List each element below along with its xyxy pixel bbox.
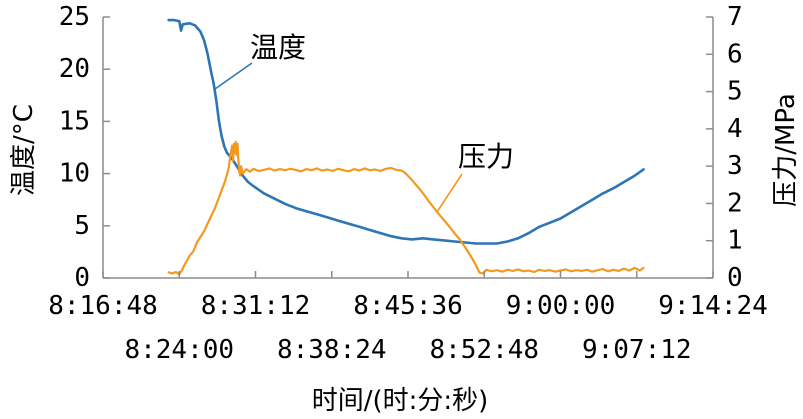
left-y-axis-title: 温度/°C xyxy=(9,104,39,196)
temperature-line xyxy=(167,18,645,245)
x-tick-label: 8:16:48 xyxy=(48,291,158,321)
x-tick-label: 9:00:00 xyxy=(506,291,616,321)
left-y-tick-label: 25 xyxy=(59,2,90,32)
x-tick-label: 8:24:00 xyxy=(124,335,234,365)
left-y-tick-label: 15 xyxy=(59,106,90,136)
x-tick-label: 9:14:24 xyxy=(658,291,768,321)
left-y-tick-label: 0 xyxy=(74,263,90,293)
x-tick-label: 8:38:24 xyxy=(277,335,387,365)
x-tick-label: 8:31:12 xyxy=(201,291,311,321)
right-y-tick-label: 2 xyxy=(727,188,743,218)
right-y-tick-label: 0 xyxy=(727,263,743,293)
plot-area xyxy=(167,18,645,276)
x-tick-label: 8:45:36 xyxy=(353,291,463,321)
pressure-annotation-label: 压力 xyxy=(458,140,514,173)
left-y-tick-label: 5 xyxy=(74,211,90,241)
right-y-tick-label: 1 xyxy=(727,226,743,256)
right-y-tick-label: 6 xyxy=(727,39,743,69)
x-tick-label: 9:07:12 xyxy=(582,335,692,365)
temperature-annotation-leader xyxy=(214,62,253,90)
right-y-tick-label: 3 xyxy=(727,151,743,181)
left-y-tick-label: 10 xyxy=(59,159,90,189)
left-y-tick-label: 20 xyxy=(59,54,90,84)
right-y-tick-label: 7 xyxy=(727,2,743,32)
tick-group: 0 5 10 15 20 25 0 1 2 3 4 5 6 7 8:16:48 8:24:00 8:31:12 8… xyxy=(48,2,768,365)
right-y-axis-title: 压力/MPa xyxy=(771,93,801,207)
x-tick-label: 8:52:48 xyxy=(429,335,539,365)
temperature-annotation-label: 温度 xyxy=(250,31,306,64)
right-y-tick-label: 5 xyxy=(727,77,743,107)
x-axis-title: 时间/(时:分:秒) xyxy=(312,386,489,416)
pressure-annotation-leader xyxy=(436,173,463,213)
right-y-tick-label: 4 xyxy=(727,114,743,144)
pressure-line xyxy=(167,140,645,276)
